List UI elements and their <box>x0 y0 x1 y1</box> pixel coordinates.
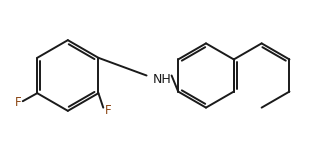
Text: F: F <box>105 104 111 117</box>
Text: F: F <box>14 96 21 109</box>
Text: NH: NH <box>153 73 172 86</box>
